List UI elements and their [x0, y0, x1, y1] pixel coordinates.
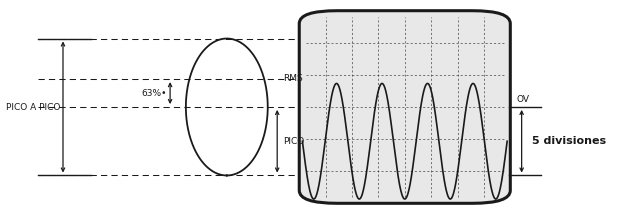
Text: PICO: PICO [284, 137, 305, 146]
Text: OV: OV [517, 95, 530, 104]
Text: 5 divisiones: 5 divisiones [532, 136, 607, 146]
Text: 63%•: 63%• [142, 89, 167, 98]
FancyBboxPatch shape [299, 11, 510, 203]
Text: RMS: RMS [284, 74, 303, 83]
Text: PICO A PICO: PICO A PICO [6, 103, 60, 111]
